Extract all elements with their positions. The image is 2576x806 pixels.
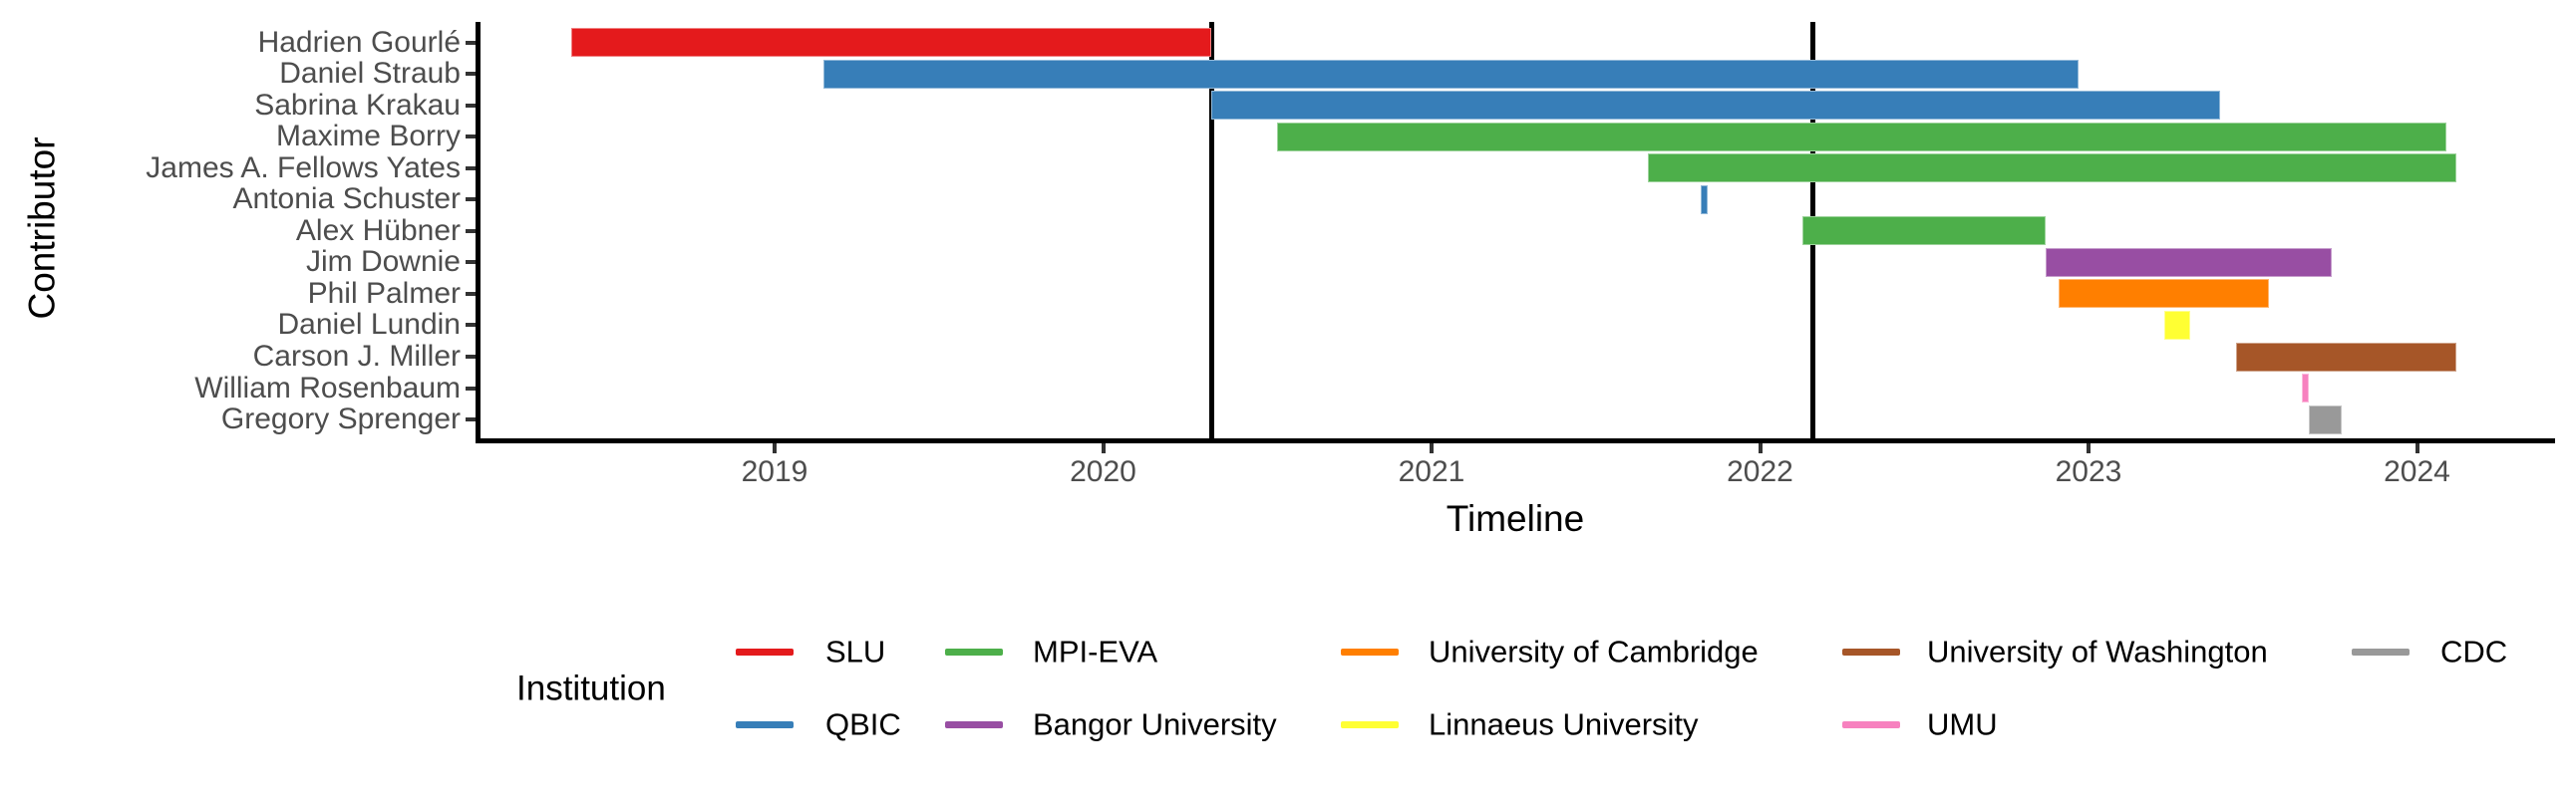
contributor-label: Alex Hübner bbox=[295, 213, 461, 247]
y-tick bbox=[466, 72, 476, 77]
y-tick bbox=[466, 134, 476, 139]
legend-key-cdc bbox=[2352, 648, 2410, 656]
legend-label-bangor-university: Bangor University bbox=[1033, 706, 1277, 742]
gantt-bar-phil-palmer bbox=[2059, 279, 2270, 309]
x-tick-label: 2022 bbox=[1727, 455, 1793, 488]
gantt-bar-jim-downie bbox=[2046, 247, 2332, 277]
y-tick bbox=[466, 228, 476, 233]
legend-label-cdc: CDC bbox=[2440, 634, 2508, 670]
y-tick bbox=[466, 103, 476, 108]
legend-label-linnaeus-university: Linnaeus University bbox=[1429, 706, 1699, 742]
x-tick bbox=[1430, 442, 1434, 453]
x-tick-label: 2019 bbox=[741, 455, 808, 488]
gantt-bar-james-a-fellows-yates bbox=[1648, 153, 2457, 183]
y-tick bbox=[466, 165, 476, 170]
y-tick bbox=[466, 323, 476, 328]
gantt-bar-hadrien-gourl bbox=[570, 28, 1212, 57]
contributor-label: Hadrien Gourlé bbox=[257, 25, 461, 59]
gantt-bar-sabrina-krakau bbox=[1211, 91, 2220, 121]
x-tick bbox=[1758, 442, 1763, 453]
legend-label-university-of-cambridge: University of Cambridge bbox=[1429, 634, 1759, 670]
x-tick bbox=[2415, 442, 2419, 453]
contributor-label: James A. Fellows Yates bbox=[146, 150, 461, 184]
contributor-label: Jim Downie bbox=[305, 245, 461, 279]
y-tick bbox=[466, 386, 476, 391]
contributor-label: Maxime Borry bbox=[275, 120, 461, 153]
legend-label-mpi-eva: MPI-EVA bbox=[1033, 634, 1158, 670]
legend-key-slu bbox=[736, 648, 794, 656]
legend-label-slu: SLU bbox=[825, 634, 886, 670]
y-tick bbox=[466, 417, 476, 422]
x-tick-label: 2021 bbox=[1398, 455, 1465, 488]
x-axis-title: Timeline bbox=[1446, 498, 1585, 539]
x-tick bbox=[773, 442, 777, 453]
gantt-bar-daniel-straub bbox=[823, 59, 2080, 89]
contributor-label: William Rosenbaum bbox=[194, 371, 461, 404]
x-tick bbox=[2087, 442, 2091, 453]
gantt-bar-antonia-schuster bbox=[1701, 184, 1708, 214]
contributor-label: Sabrina Krakau bbox=[254, 88, 461, 122]
y-axis-line bbox=[476, 22, 481, 443]
y-tick bbox=[466, 260, 476, 265]
legend-key-university-of-cambridge bbox=[1341, 648, 1399, 656]
contributor-label: Daniel Straub bbox=[279, 57, 461, 91]
contributor-label: Daniel Lundin bbox=[277, 308, 461, 342]
legend-key-umu bbox=[1842, 720, 1900, 728]
x-tick bbox=[1101, 442, 1106, 453]
legend-key-university-of-washington bbox=[1842, 648, 1900, 656]
y-tick bbox=[466, 197, 476, 202]
legend-key-qbic bbox=[736, 720, 794, 728]
y-tick bbox=[466, 355, 476, 359]
gantt-bar-maxime-borry bbox=[1277, 122, 2447, 151]
y-tick bbox=[466, 40, 476, 45]
gantt-bar-gregory-sprenger bbox=[2308, 404, 2342, 434]
contributor-label: Phil Palmer bbox=[307, 276, 461, 310]
contributor-label: Carson J. Miller bbox=[252, 340, 461, 373]
legend-key-mpi-eva bbox=[945, 648, 1003, 656]
legend-key-bangor-university bbox=[945, 720, 1003, 728]
gantt-bar-william-rosenbaum bbox=[2302, 374, 2309, 403]
contributor-label: Gregory Sprenger bbox=[220, 403, 461, 436]
gantt-bar-carson-j-miller bbox=[2236, 342, 2457, 372]
gantt-bar-daniel-lundin bbox=[2163, 310, 2191, 340]
gantt-bar-alex-h-bner bbox=[1802, 216, 2047, 246]
x-axis-line bbox=[476, 438, 2555, 443]
legend-label-university-of-washington: University of Washington bbox=[1927, 634, 2268, 670]
x-tick-label: 2020 bbox=[1070, 455, 1136, 488]
x-tick-label: 2024 bbox=[2384, 455, 2450, 488]
contributor-label: Antonia Schuster bbox=[232, 182, 461, 216]
x-tick-label: 2023 bbox=[2055, 455, 2122, 488]
legend-label-umu: UMU bbox=[1927, 706, 1998, 742]
y-tick bbox=[466, 291, 476, 296]
legend-key-linnaeus-university bbox=[1341, 720, 1399, 728]
legend-label-qbic: QBIC bbox=[825, 706, 901, 742]
event-line bbox=[1209, 22, 1214, 438]
legend-title: Institution bbox=[516, 669, 666, 708]
